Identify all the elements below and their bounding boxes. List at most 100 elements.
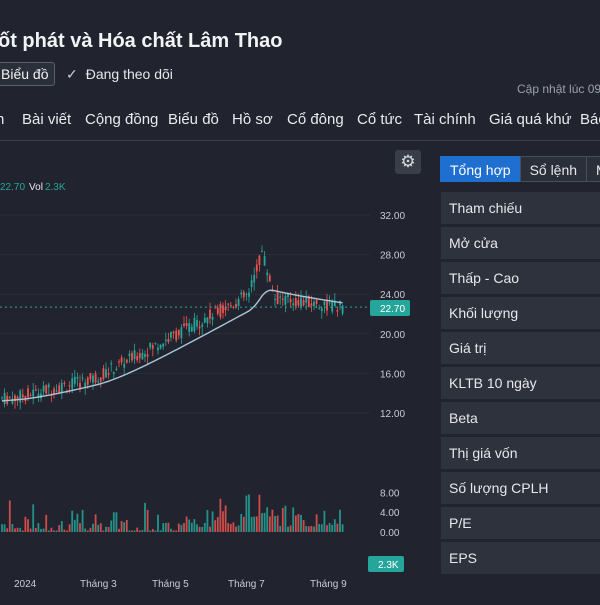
candle-body — [341, 305, 344, 314]
volume-bar — [333, 519, 336, 532]
chart-button[interactable]: Biểu đồ — [0, 62, 56, 86]
volume-bar — [292, 507, 295, 532]
moving-average-line — [1, 289, 343, 402]
volume-bar — [115, 512, 118, 532]
x-tick-label: 2024 — [14, 579, 37, 590]
volume-bar — [274, 516, 276, 532]
nav-item-reports[interactable]: Báo — [580, 111, 600, 128]
volume-bar — [141, 529, 144, 532]
volume-bar — [216, 517, 219, 532]
candle-body — [333, 300, 336, 307]
volume-bar — [255, 516, 258, 532]
volume-bar — [222, 511, 224, 532]
x-tick-label: Tháng 5 — [152, 579, 189, 590]
volume-bar — [323, 510, 326, 532]
volume-bar — [53, 530, 55, 532]
volume-bar — [118, 528, 120, 532]
candle-body — [258, 255, 261, 265]
price-tick-label: 12.00 — [380, 409, 405, 420]
price-tick-label: 20.00 — [380, 330, 405, 341]
candle-body — [255, 264, 258, 272]
price-chart-area[interactable]: 32.00 28.00 24.00 20.00 16.00 12.00 8.00 4.00 0… — [0, 146, 425, 600]
volume-bar — [11, 524, 14, 532]
volume-bar — [50, 527, 53, 532]
candle-body — [281, 298, 284, 301]
volume-bar — [271, 509, 274, 532]
candle-body — [120, 357, 123, 363]
tab-orderbook[interactable]: Sổ lệnh — [519, 156, 588, 182]
nav-item-chart[interactable]: Biểu đồ — [168, 111, 219, 128]
candle-body — [84, 382, 87, 387]
volume-bar — [123, 522, 126, 532]
candlestick-chart[interactable]: 32.00 28.00 24.00 20.00 16.00 12.00 8.00 4.00 0… — [0, 146, 425, 600]
volume-bar — [307, 526, 310, 532]
candle-body — [133, 350, 136, 359]
volume-bar — [289, 525, 292, 532]
candle-body — [198, 326, 201, 329]
volume-bar — [55, 530, 58, 532]
volume-bar — [84, 528, 87, 532]
volume-bar — [149, 530, 152, 532]
candle-body — [206, 317, 209, 323]
candle-body — [8, 397, 11, 399]
volume-bar — [3, 524, 6, 532]
candle-body — [240, 292, 243, 295]
volume-bar — [198, 526, 201, 532]
volume-bar — [263, 512, 266, 532]
volume-bar — [227, 523, 230, 532]
volume-bar — [294, 515, 297, 532]
volume-bar — [175, 530, 178, 532]
candle-body — [250, 280, 253, 287]
candle-body — [141, 352, 144, 360]
volume-bar — [315, 514, 318, 532]
candle-body — [323, 301, 326, 306]
x-tick-label: Tháng 9 — [310, 579, 347, 590]
candle-body — [42, 385, 45, 392]
volume-bar — [167, 522, 170, 532]
volume-bar — [58, 525, 61, 532]
nav-item-finance[interactable]: Tài chính — [414, 111, 476, 128]
volume-bar — [102, 530, 105, 532]
nav-item-community[interactable]: Cộng đồng — [85, 111, 159, 128]
candle-body — [162, 343, 165, 347]
volume-bar — [203, 522, 206, 532]
x-tick-label: Tháng 3 — [80, 579, 117, 590]
volume-bar — [258, 494, 261, 532]
candle-body — [131, 352, 133, 361]
legend-vol-value: 2.3K — [44, 182, 66, 193]
candle-body — [167, 339, 170, 342]
candle-body — [94, 373, 97, 383]
nav-item-shareholders[interactable]: Cổ đông — [287, 111, 344, 128]
nav-item-profile[interactable]: Hồ sơ — [232, 111, 273, 128]
volume-bar — [99, 523, 102, 532]
volume-bar — [110, 520, 113, 532]
volume-bar — [193, 519, 196, 532]
candle-body — [302, 300, 305, 306]
candle-body — [307, 296, 310, 308]
follow-button[interactable]: ✓ Đang theo dõi — [66, 66, 173, 83]
volume-bar — [45, 514, 48, 532]
candle-body — [105, 369, 107, 378]
volume-bar — [305, 526, 308, 532]
volume-bar — [326, 525, 328, 532]
volume-bar — [73, 519, 76, 532]
gear-icon[interactable]: ⚙ — [395, 150, 421, 174]
volume-bar — [201, 527, 204, 532]
stat-reference: Tham chiếu — [441, 192, 600, 224]
candle-body — [123, 364, 126, 368]
candle-body — [71, 378, 74, 390]
tab-more[interactable]: M — [586, 156, 600, 182]
volume-bar — [94, 514, 97, 532]
tab-summary[interactable]: Tổng hợp — [440, 156, 521, 182]
nav-item-history[interactable]: Giá quá khứ — [489, 111, 572, 128]
candle-body — [97, 381, 100, 383]
volume-bar — [138, 530, 141, 532]
volume-bar — [328, 523, 331, 532]
nav-item-dividends[interactable]: Cổ tức — [357, 111, 403, 128]
nav-item-overview[interactable]: n — [0, 111, 5, 128]
nav-item-articles[interactable]: Bài viết — [22, 111, 72, 128]
volume-bar — [237, 525, 240, 532]
candle-body — [125, 359, 128, 363]
